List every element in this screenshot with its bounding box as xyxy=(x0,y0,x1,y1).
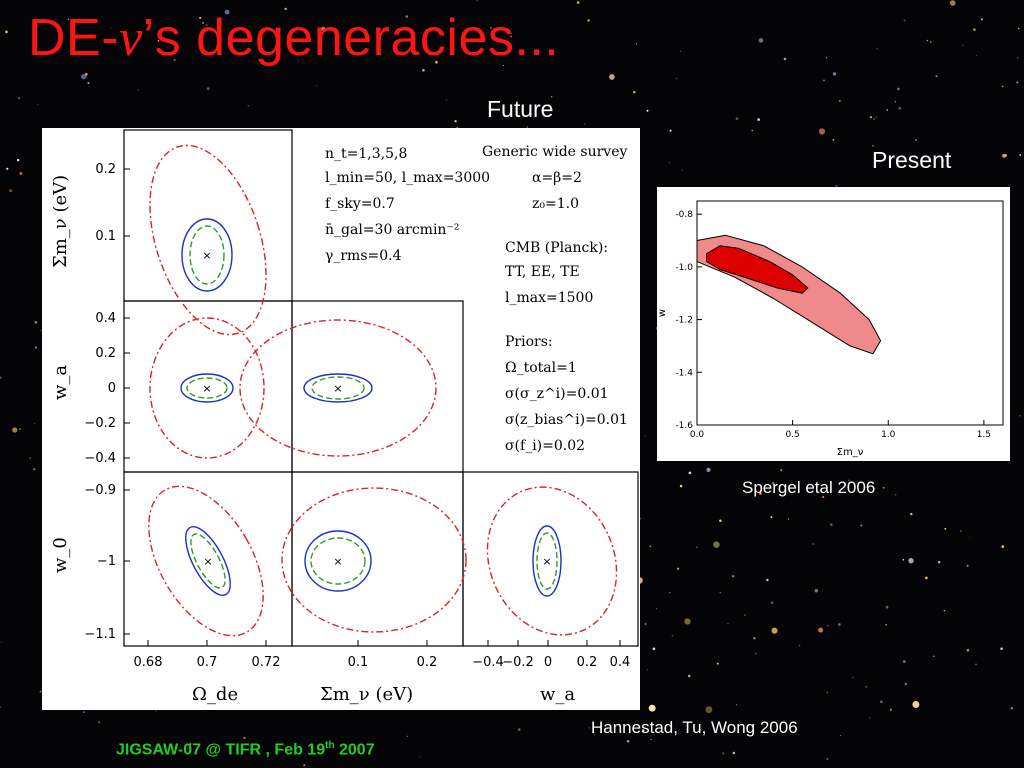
plot-frame xyxy=(696,200,1004,426)
contour-inner xyxy=(706,245,809,294)
xlabel-summnu: Σm_ν (eV) xyxy=(320,684,413,705)
ytick-label: -1.2 xyxy=(675,316,693,326)
ylabel-w0: w_0 xyxy=(50,537,71,573)
ellipse-outer-5 xyxy=(281,487,467,633)
tick-w0-m0.9: −0.9 xyxy=(84,483,116,498)
footer-text: JIGSAW-07 @ TIFR , Feb 19th 2007 xyxy=(116,740,375,759)
ylabel-summnu: Σm_ν (eV) xyxy=(50,175,71,268)
tick-wa-m0.2: −0.2 xyxy=(84,416,116,431)
future-label: Future xyxy=(487,96,554,122)
future-caption: Hannestad, Tu, Wong 2006 xyxy=(591,718,798,737)
future-forecast-figure: 0.2 0.1 0.4 0.2 0 −0.2 −0.4 −0.9 −1 −1.1… xyxy=(42,128,640,710)
svg-text:×: × xyxy=(203,555,212,568)
tick-omega-0.72: 0.72 xyxy=(252,655,281,670)
ellipse-mid-1 xyxy=(189,225,225,285)
svg-text:×: × xyxy=(202,382,211,395)
tick-summnu-x-0.2: 0.2 xyxy=(417,655,438,670)
prior-f: σ(f_i)=0.02 xyxy=(505,438,585,454)
tick-wa-x-0: 0 xyxy=(544,655,552,670)
tick-wa-0.2: 0.2 xyxy=(95,346,116,361)
param-ngal: n̄_gal=30 arcmin⁻² xyxy=(325,222,459,238)
ytick-label: -1.6 xyxy=(675,421,693,431)
present-caption: Spergel etal 2006 xyxy=(742,478,876,497)
y-axis-label: w xyxy=(657,309,668,317)
ellipse-outer-3 xyxy=(239,319,437,457)
prior-z-bias: σ(z_bias^i)=0.01 xyxy=(505,412,628,428)
tick-wa-x-m0.2: −0.2 xyxy=(502,655,534,670)
ytick-label: -1.0 xyxy=(675,263,693,273)
tick-summnu-0.2: 0.2 xyxy=(95,162,116,177)
tick-w0-m1.1: −1.1 xyxy=(84,627,116,642)
ytick-label: -0.8 xyxy=(675,210,693,220)
present-label: Present xyxy=(872,147,952,173)
ellipse-mid-3 xyxy=(311,376,365,400)
xtick-label: 0.5 xyxy=(785,430,799,440)
tick-wa-m0.4: −0.4 xyxy=(84,451,116,466)
panel-wa-w0 xyxy=(462,471,639,647)
x-axis-label: Σm_ν xyxy=(837,447,864,458)
ellipse-inner-1 xyxy=(181,218,233,292)
ellipse-outer-6 xyxy=(486,486,618,636)
survey-header: Generic wide survey xyxy=(482,144,627,160)
panel-omega-summnu xyxy=(123,129,293,302)
param-fsky: f_sky=0.7 xyxy=(325,196,395,212)
tick-omega-0.68: 0.68 xyxy=(134,655,163,670)
ellipse-outer-4 xyxy=(148,485,264,637)
tick-wa-0: 0 xyxy=(108,381,116,396)
tick-wa-x-0.2: 0.2 xyxy=(577,655,598,670)
ellipse-mid-2 xyxy=(186,377,228,399)
panel-summnu-wa xyxy=(291,300,464,473)
ellipse-outer-2 xyxy=(149,317,265,459)
slide-title: DE-ν’s degeneracies... xyxy=(28,9,560,67)
tick-w0-m1: −1 xyxy=(97,554,116,569)
prior-omega-total: Ω_total=1 xyxy=(505,360,577,376)
future-forecast-plot: 0.2 0.1 0.4 0.2 0 −0.2 −0.4 −0.9 −1 −1.1… xyxy=(50,129,639,705)
xlabel-wa: w_a xyxy=(540,684,575,705)
xtick-label: 1.0 xyxy=(881,430,896,440)
tick-summnu-x-0.1: 0.1 xyxy=(348,655,369,670)
ellipse-inner-3 xyxy=(303,373,373,403)
ellipse-mid-6 xyxy=(536,532,558,590)
ellipse-mid-4 xyxy=(190,533,226,589)
svg-text:×: × xyxy=(333,382,342,395)
param-nt: n_t=1,3,5,8 xyxy=(325,146,407,162)
xlabel-omega-de: Ω_de xyxy=(192,684,238,705)
svg-text:×: × xyxy=(333,555,342,568)
ellipse-inner-2 xyxy=(180,373,234,403)
panel-summnu-w0 xyxy=(291,471,464,647)
tick-wa-x-m0.4: −0.4 xyxy=(472,655,504,670)
svg-text:×: × xyxy=(202,249,211,262)
tick-summnu-0.1: 0.1 xyxy=(95,229,116,244)
ellipse-mid-5 xyxy=(310,537,366,585)
tick-omega-0.7: 0.7 xyxy=(197,655,218,670)
tick-wa-0.4: 0.4 xyxy=(95,311,116,326)
param-lmin-lmax: l_min=50, l_max=3000 xyxy=(325,170,490,186)
tick-wa-x-0.4: 0.4 xyxy=(610,655,631,670)
cmb-spectra: TT, EE, TE xyxy=(505,264,580,280)
ellipse-outer-1 xyxy=(149,144,267,336)
ytick-label: -1.4 xyxy=(675,368,693,378)
survey-z0: z₀=1.0 xyxy=(532,196,579,212)
xtick-label: 1.5 xyxy=(977,430,991,440)
ellipse-inner-5 xyxy=(304,530,372,592)
param-gamma: γ_rms=0.4 xyxy=(325,248,402,264)
prior-sigma-z: σ(σ_z^i)=0.01 xyxy=(505,386,609,402)
cmb-lmax: l_max=1500 xyxy=(505,290,593,306)
cmb-header: CMB (Planck): xyxy=(505,240,608,256)
svg-text:×: × xyxy=(542,555,551,568)
present-constraint-plot: 0.0 0.5 1.0 1.5 -0.8 -1.0 -1.2 -1.4 -1.6 Σm_ν w xyxy=(657,200,1004,458)
ellipse-inner-4 xyxy=(185,526,231,596)
survey-alpha-beta: α=β=2 xyxy=(532,170,582,186)
xtick-label: 0.0 xyxy=(690,430,705,440)
present-constraint-figure: 0.0 0.5 1.0 1.5 -0.8 -1.0 -1.2 -1.4 -1.6 Σm_ν w xyxy=(657,187,1010,461)
ylabel-wa: w_a xyxy=(50,365,71,400)
priors-header: Priors: xyxy=(505,334,553,350)
ellipse-inner-6 xyxy=(532,525,562,597)
